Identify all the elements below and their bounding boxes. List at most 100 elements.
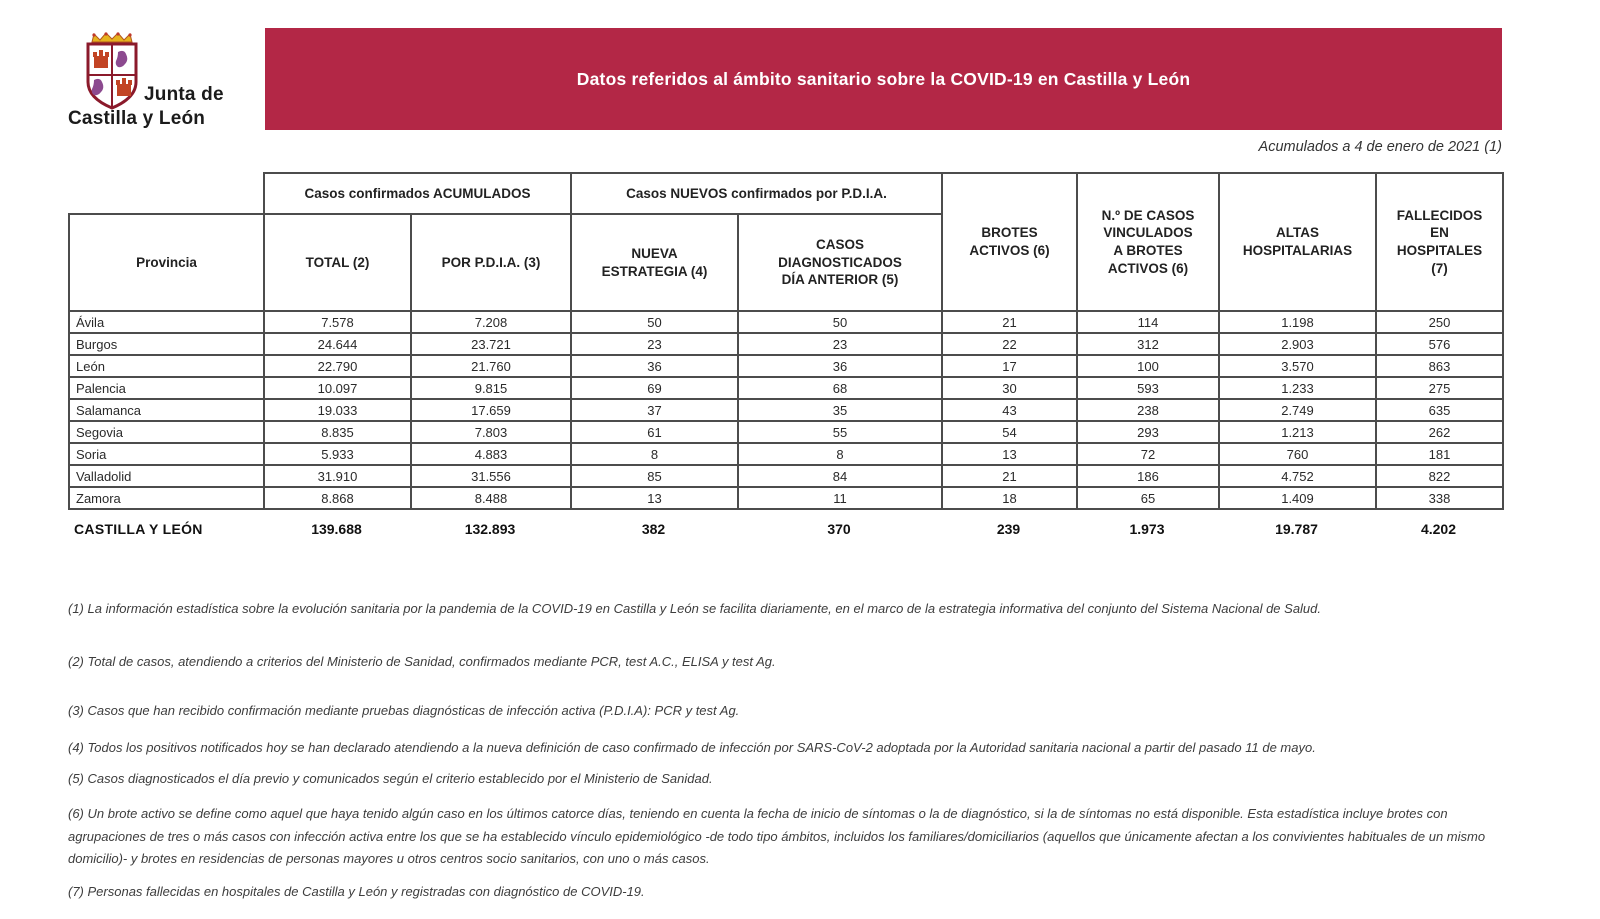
value-cell: 85 xyxy=(570,464,739,488)
coat-of-arms-icon xyxy=(86,32,138,110)
value-cell: 338 xyxy=(1375,486,1504,510)
col-header-altas: ALTAS HOSPITALARIAS xyxy=(1218,172,1377,312)
value-cell: 22 xyxy=(941,332,1078,356)
value-cell: 36 xyxy=(570,354,739,378)
value-cell: 24.644 xyxy=(263,332,412,356)
group-header-nuevos-pdia: Casos NUEVOS confirmados por P.D.I.A. xyxy=(570,172,943,215)
value-cell: 31.556 xyxy=(410,464,572,488)
value-cell: 23 xyxy=(737,332,943,356)
group-header-row: Casos confirmados ACUMULADOS Casos NUEVO… xyxy=(69,172,1504,312)
value-cell: 19.787 xyxy=(1275,521,1318,537)
value-cell: 3.570 xyxy=(1218,354,1377,378)
footnotes: (1) La información estadística sobre la … xyxy=(68,598,1508,904)
value-cell: 8.835 xyxy=(263,420,412,444)
row-label-cell: Salamanca xyxy=(68,398,265,422)
table-row: Palencia 10.097 9.815 69 68 30 593 1.233 275 xyxy=(68,376,1504,400)
page-title: Datos referidos al ámbito sanitario sobr… xyxy=(576,68,1191,89)
value-cell: 275 xyxy=(1375,376,1504,400)
banner: Datos referidos al ámbito sanitario sobr… xyxy=(265,28,1502,130)
value-cell: 2.749 xyxy=(1218,398,1377,422)
total-row: CASTILLA Y LEÓN 139.688 132.893 382 370 239 1.… xyxy=(68,514,1502,544)
col-header-por-pdia: POR P.D.I.A. (3) xyxy=(410,213,572,312)
table-row: CASTILLA Y LEÓN 139.688 132.893 382 370 239 1.… xyxy=(68,514,1502,544)
table-row: Burgos 24.644 23.721 23 23 22 312 2.903 576 xyxy=(68,332,1504,356)
value-cell: 760 xyxy=(1218,442,1377,466)
header: Junta de Castilla y León Datos referidos… xyxy=(68,28,1502,130)
footnote-7: (7) Personas fallecidas en hospitales de… xyxy=(68,884,645,899)
value-cell: 4.202 xyxy=(1420,521,1457,537)
value-cell: 576 xyxy=(1375,332,1504,356)
value-cell: 1.973 xyxy=(1129,521,1165,537)
table-row: Zamora 8.868 8.488 13 11 18 65 1.409 338 xyxy=(68,486,1504,510)
value-cell: 19.033 xyxy=(263,398,412,422)
value-cell: 9.815 xyxy=(410,376,572,400)
value-cell: 68 xyxy=(737,376,943,400)
value-cell: 10.097 xyxy=(263,376,412,400)
table-row: Segovia 8.835 7.803 61 55 54 293 1.213 262 xyxy=(68,420,1504,444)
row-label-cell: Zamora xyxy=(68,486,265,510)
value-cell: 593 xyxy=(1076,376,1220,400)
value-cell: 7.578 xyxy=(263,310,412,334)
value-cell: 4.883 xyxy=(410,442,572,466)
value-cell: 5.933 xyxy=(263,442,412,466)
footnote-2: (2) Total de casos, atendiendo a criteri… xyxy=(68,653,776,669)
value-cell: 250 xyxy=(1375,310,1504,334)
value-cell: 69 xyxy=(570,376,739,400)
value-cell: 1.213 xyxy=(1218,420,1377,444)
value-cell: 13 xyxy=(570,486,739,510)
value-cell: 239 xyxy=(996,521,1021,537)
value-cell: 21.760 xyxy=(410,354,572,378)
footnote-1: (1) La información estadística sobre la … xyxy=(68,601,1322,616)
value-cell: 4.752 xyxy=(1218,464,1377,488)
value-cell: 43 xyxy=(941,398,1078,422)
value-cell: 13 xyxy=(941,442,1078,466)
value-cell: 23 xyxy=(570,332,739,356)
value-cell: 11 xyxy=(737,486,943,510)
value-cell: 61 xyxy=(570,420,739,444)
value-cell: 72 xyxy=(1076,442,1220,466)
value-cell: 312 xyxy=(1076,332,1220,356)
footnote-4: (4) Todos los positivos notificados hoy … xyxy=(68,740,1316,756)
value-cell: 238 xyxy=(1076,398,1220,422)
table-row: Salamanca 19.033 17.659 37 35 43 238 2.749 635 xyxy=(68,398,1504,422)
value-cell: 8 xyxy=(737,442,943,466)
value-cell: 17.659 xyxy=(410,398,572,422)
col-header-nueva-estrategia: NUEVA ESTRATEGIA (4) xyxy=(570,213,739,312)
value-cell: 1.198 xyxy=(1218,310,1377,334)
value-cell: 863 xyxy=(1375,354,1504,378)
value-cell: 50 xyxy=(570,310,739,334)
value-cell: 22.790 xyxy=(263,354,412,378)
col-header-fallecidos: FALLECIDOS EN HOSPITALES (7) xyxy=(1375,172,1504,312)
row-label-cell: Soria xyxy=(68,442,265,466)
value-cell: 7.803 xyxy=(410,420,572,444)
table-row: Ávila 7.578 7.208 50 50 21 114 1.198 250 xyxy=(68,310,1504,334)
value-cell: 65 xyxy=(1076,486,1220,510)
value-cell: 36 xyxy=(737,354,943,378)
value-cell: 8.868 xyxy=(263,486,412,510)
value-cell: 139.688 xyxy=(311,521,362,537)
value-cell: 2.903 xyxy=(1218,332,1377,356)
logo-text-line2: Castilla y León xyxy=(68,108,206,129)
row-label-cell: Segovia xyxy=(68,420,265,444)
value-cell: 23.721 xyxy=(410,332,572,356)
row-label-cell: Palencia xyxy=(68,376,265,400)
value-cell: 18 xyxy=(941,486,1078,510)
row-label-cell: Valladolid xyxy=(68,464,265,488)
row-label-cell: CASTILLA Y LEÓN xyxy=(74,521,203,537)
table-row: Soria 5.933 4.883 8 8 13 72 760 181 xyxy=(68,442,1504,466)
covid-data-table: Casos confirmados ACUMULADOS Casos NUEVO… xyxy=(68,172,1504,544)
row-label-cell: Ávila xyxy=(68,310,265,334)
value-cell: 21 xyxy=(941,464,1078,488)
province-rows: Ávila 7.578 7.208 50 50 21 114 1.198 250 Burgos 24… xyxy=(68,310,1504,510)
value-cell: 114 xyxy=(1076,310,1220,334)
value-cell: 7.208 xyxy=(410,310,572,334)
value-cell: 1.409 xyxy=(1218,486,1377,510)
value-cell: 132.893 xyxy=(464,521,516,537)
value-cell: 100 xyxy=(1076,354,1220,378)
value-cell: 30 xyxy=(941,376,1078,400)
value-cell: 382 xyxy=(641,521,666,537)
value-cell: 370 xyxy=(827,521,851,537)
value-cell: 1.233 xyxy=(1218,376,1377,400)
value-cell: 293 xyxy=(1076,420,1220,444)
